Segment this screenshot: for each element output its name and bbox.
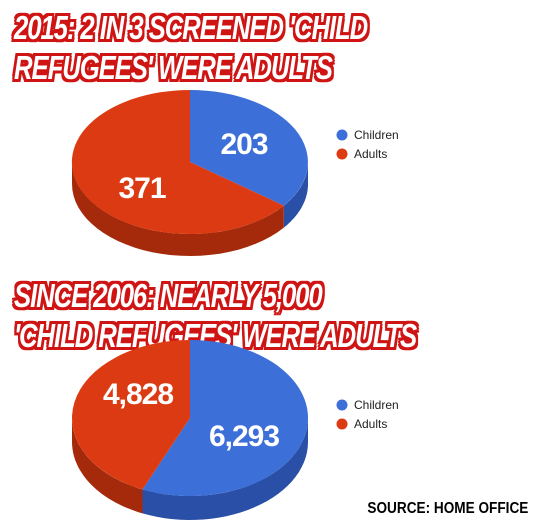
data-label-children: 6,293 [209,420,279,453]
pie-slice-adults [72,340,190,490]
data-label-adults: 371 [118,172,165,205]
legend-marker-children [336,399,348,411]
pie-side-children [283,162,308,228]
pie-slice-children [142,340,309,496]
pie-side-adults [72,418,143,514]
source-credit: SOURCE: HOME OFFICE [367,500,528,517]
pie-slice-children [190,90,308,206]
legend-label-children: Children [354,398,399,412]
data-label-adults: 4,828 [103,378,173,411]
headline-2015-line-1: 2015: 2 IN 3 SCREENED 'CHILD [13,8,369,47]
legend-marker-adults [336,148,348,160]
legend-label-children: Children [354,128,399,142]
legend-label-adults: Adults [354,417,387,431]
headline-2015: 2015: 2 IN 3 SCREENED 'CHILD REFUGEES' W… [13,8,369,88]
legend-marker-adults [336,418,348,430]
pie-chart-since-2006: 6,293 4,828 Children Adults [72,340,399,520]
headline-2015-line-2: REFUGEES' WERE ADULTS [13,48,333,87]
pie-chart-2015: 203 371 Children Adults [71,89,399,256]
headline-since-2006-line-1: SINCE 2006: NEARLY 5,000 [13,276,323,315]
data-label-children: 203 [220,128,267,161]
pie-side-children [142,418,308,520]
legend-label-adults: Adults [354,147,387,161]
pie-slice-adults [71,89,284,234]
legend-marker-children [336,129,348,141]
pie-side-adults [72,162,284,256]
